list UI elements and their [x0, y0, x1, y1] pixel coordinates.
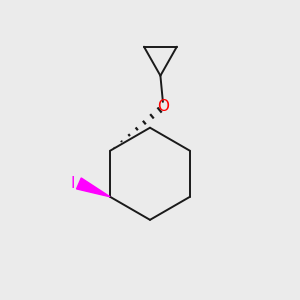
Text: I: I	[70, 176, 75, 191]
Text: O: O	[158, 99, 169, 114]
Polygon shape	[76, 178, 110, 197]
